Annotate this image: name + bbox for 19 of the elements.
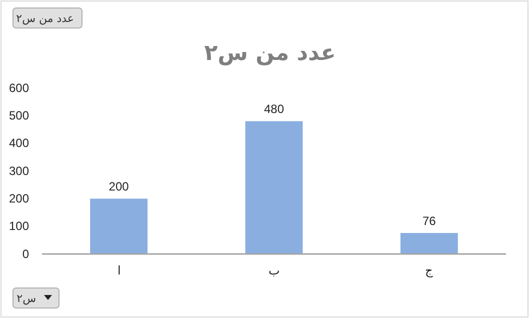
bar: [400, 232, 458, 254]
y-tick-label: 0: [22, 246, 30, 261]
dropdown-button: س٢: [12, 288, 60, 308]
data-label: 480: [264, 102, 284, 116]
bar: [245, 121, 303, 254]
chart-title: عدد من س٢: [204, 41, 336, 66]
y-tick-label: 300: [8, 164, 30, 178]
y-tick-label: 500: [8, 108, 30, 123]
x-tick-label: ب: [268, 264, 280, 278]
x-tick-label: ج: [425, 264, 434, 278]
y-tick-label: 600: [8, 80, 30, 95]
bar: [90, 198, 148, 254]
data-label: 200: [108, 180, 130, 194]
field-button: عدد من س٢: [12, 8, 82, 28]
y-tick-label: 200: [8, 192, 30, 206]
data-label: 76: [422, 214, 436, 228]
y-tick-label: 400: [8, 136, 30, 150]
x-tick-label: ا: [117, 264, 120, 278]
y-tick-label: 100: [8, 219, 30, 234]
